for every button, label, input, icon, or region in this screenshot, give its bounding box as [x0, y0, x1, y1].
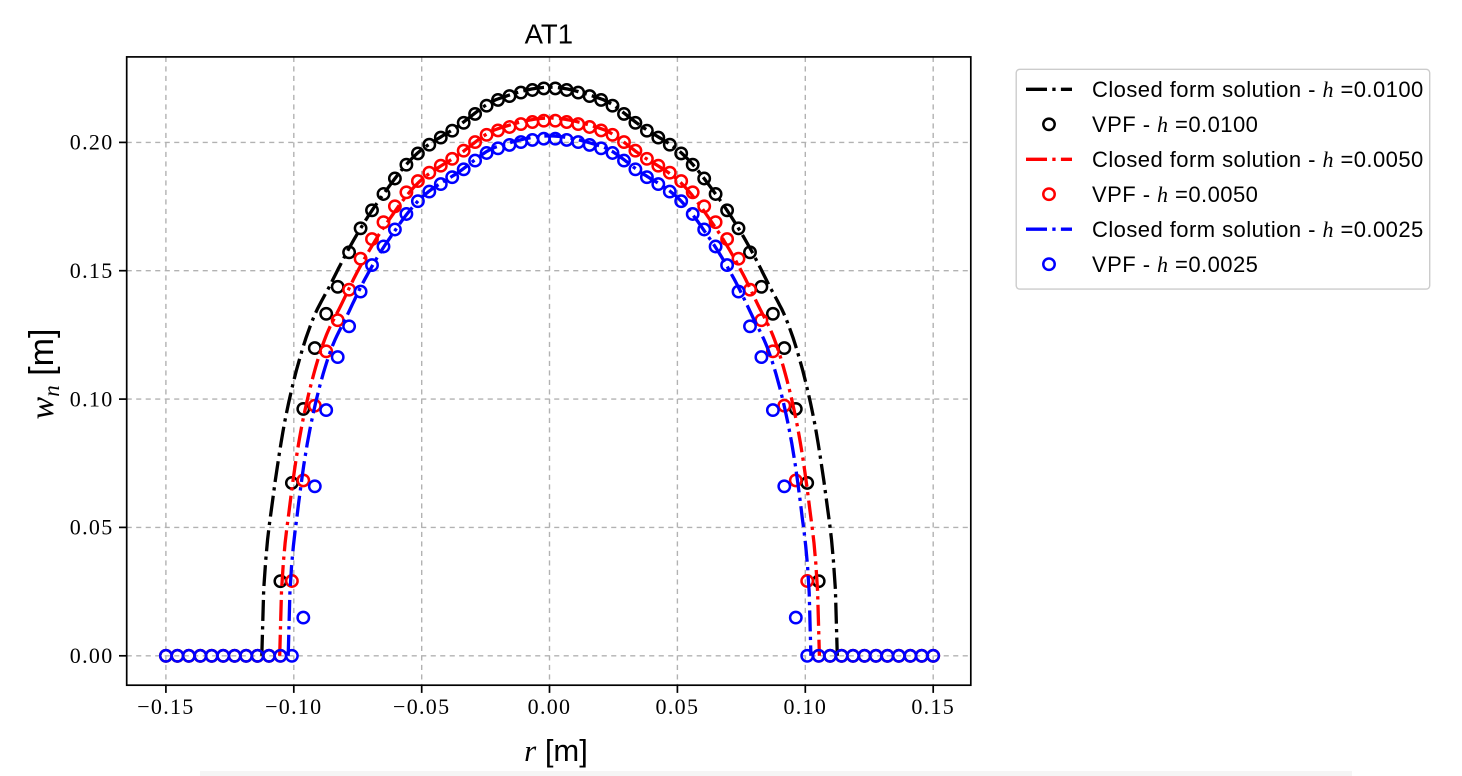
svg-text:0.00: 0.00	[528, 694, 572, 719]
svg-text:0.05: 0.05	[70, 515, 114, 540]
svg-text:−0.10: −0.10	[265, 694, 322, 719]
svg-text:0.10: 0.10	[783, 694, 827, 719]
svg-text:Closed form solution - h =0.00: Closed form solution - h =0.0050	[1092, 147, 1424, 172]
svg-text:−0.15: −0.15	[137, 694, 194, 719]
svg-text:−0.05: −0.05	[393, 694, 450, 719]
svg-text:0.15: 0.15	[911, 694, 955, 719]
svg-text:0.00: 0.00	[70, 643, 114, 668]
svg-text:0.15: 0.15	[70, 258, 114, 283]
svg-text:0.10: 0.10	[70, 386, 114, 411]
svg-text:wn [m]: wn [m]	[23, 329, 64, 420]
svg-text:r [m]: r [m]	[524, 733, 588, 768]
svg-text:0.20: 0.20	[70, 130, 114, 155]
svg-text:AT1: AT1	[525, 19, 573, 50]
svg-text:Closed form solution - h =0.01: Closed form solution - h =0.0100	[1092, 77, 1424, 102]
svg-text:0.05: 0.05	[656, 694, 700, 719]
svg-text:VPF - h =0.0025: VPF - h =0.0025	[1092, 252, 1258, 277]
svg-text:Closed form solution - h =0.00: Closed form solution - h =0.0025	[1092, 217, 1424, 242]
svg-text:VPF - h =0.0050: VPF - h =0.0050	[1092, 182, 1258, 207]
svg-text:VPF - h =0.0100: VPF - h =0.0100	[1092, 112, 1258, 137]
